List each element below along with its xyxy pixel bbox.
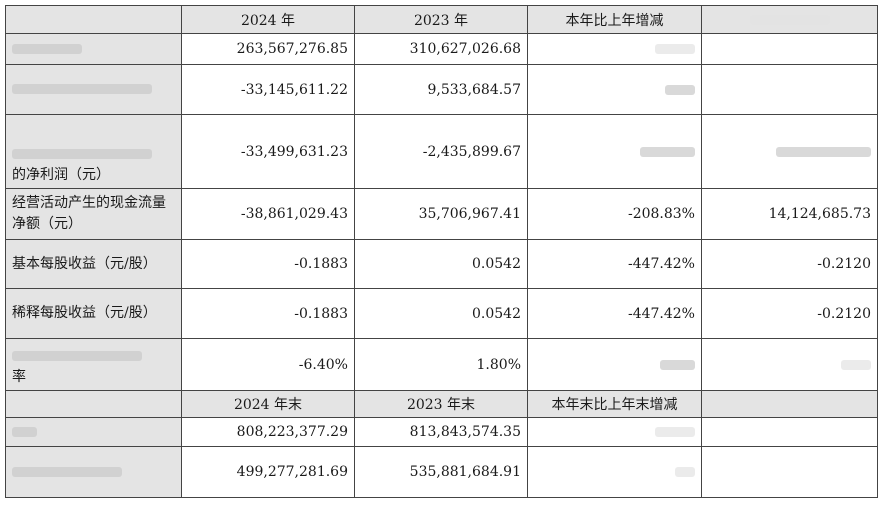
value-2024: -33,499,631.23	[181, 114, 355, 189]
value-2024: -0.1883	[181, 288, 355, 339]
value-2023: 35,706,967.41	[354, 188, 528, 240]
value-extra-end	[701, 446, 878, 498]
value-2023: 1.80%	[354, 338, 528, 391]
value-2024-end: 499,277,281.69	[181, 446, 355, 498]
table-row: 263,567,276.85 310,627,026.68	[5, 33, 878, 65]
header-label-cell	[5, 5, 182, 34]
value-2024: -38,861,029.43	[181, 188, 355, 240]
header-2024: 2024 年	[181, 5, 355, 34]
value-change: -447.42%	[527, 239, 702, 289]
row-label-text: 的净利润（元）	[12, 167, 110, 183]
header-change-end: 本年末比上年末增减	[527, 390, 702, 418]
header-2024-end: 2024 年末	[181, 390, 355, 418]
header-extra-end	[701, 390, 878, 418]
value-2023: 0.0542	[354, 288, 528, 339]
row-label: 基本每股收益（元/股）	[5, 239, 182, 289]
value-2024: 263,567,276.85	[181, 33, 355, 65]
value-2023-end: 813,843,574.35	[354, 417, 528, 447]
header-row: 2024 年 2023 年 本年比上年增减	[5, 5, 878, 34]
value-2023: -2,435,899.67	[354, 114, 528, 189]
table-row: 808,223,377.29 813,843,574.35	[5, 417, 878, 447]
row-label	[5, 64, 182, 115]
value-change	[527, 64, 702, 115]
row-label: 经营活动产生的现金流量净额（元）	[5, 188, 182, 240]
value-change: -447.42%	[527, 288, 702, 339]
header-row-end: 2024 年末 2023 年末 本年末比上年末增减	[5, 390, 878, 418]
value-extra: 14,124,685.73	[701, 188, 878, 240]
table-row: 基本每股收益（元/股） -0.1883 0.0542 -447.42% -0.2…	[5, 239, 878, 289]
value-extra	[701, 64, 878, 115]
financial-data-table: 2024 年 2023 年 本年比上年增减 263,567,276.85 310…	[5, 5, 878, 498]
row-label-text: 率	[12, 369, 26, 385]
value-change	[527, 114, 702, 189]
header-2023-end: 2023 年末	[354, 390, 528, 418]
value-2024: -33,145,611.22	[181, 64, 355, 115]
value-2023: 9,533,684.57	[354, 64, 528, 115]
value-extra	[701, 338, 878, 391]
row-label: 的净利润（元）	[5, 114, 182, 189]
value-2024: -0.1883	[181, 239, 355, 289]
row-label: 率	[5, 338, 182, 391]
table-row: -33,145,611.22 9,533,684.57	[5, 64, 878, 115]
row-label	[5, 33, 182, 65]
table-row: 499,277,281.69 535,881,684.91	[5, 446, 878, 498]
value-extra	[701, 114, 878, 189]
table-row: 稀释每股收益（元/股） -0.1883 0.0542 -447.42% -0.2…	[5, 288, 878, 339]
header-extra	[701, 5, 878, 34]
value-2023: 0.0542	[354, 239, 528, 289]
table-row: 经营活动产生的现金流量净额（元） -38,861,029.43 35,706,9…	[5, 188, 878, 240]
value-change-end	[527, 417, 702, 447]
header-label-cell	[5, 390, 182, 418]
value-change: -208.83%	[527, 188, 702, 240]
header-2023: 2023 年	[354, 5, 528, 34]
value-2024: -6.40%	[181, 338, 355, 391]
value-change	[527, 33, 702, 65]
value-2023-end: 535,881,684.91	[354, 446, 528, 498]
row-label: 稀释每股收益（元/股）	[5, 288, 182, 339]
table-row: 率 -6.40% 1.80%	[5, 338, 878, 391]
row-label	[5, 417, 182, 447]
value-2023: 310,627,026.68	[354, 33, 528, 65]
value-change-end	[527, 446, 702, 498]
value-change	[527, 338, 702, 391]
header-change: 本年比上年增减	[527, 5, 702, 34]
table-row: 的净利润（元） -33,499,631.23 -2,435,899.67	[5, 114, 878, 189]
value-extra: -0.2120	[701, 288, 878, 339]
value-extra	[701, 33, 878, 65]
row-label	[5, 446, 182, 498]
value-2024-end: 808,223,377.29	[181, 417, 355, 447]
value-extra: -0.2120	[701, 239, 878, 289]
value-extra-end	[701, 417, 878, 447]
